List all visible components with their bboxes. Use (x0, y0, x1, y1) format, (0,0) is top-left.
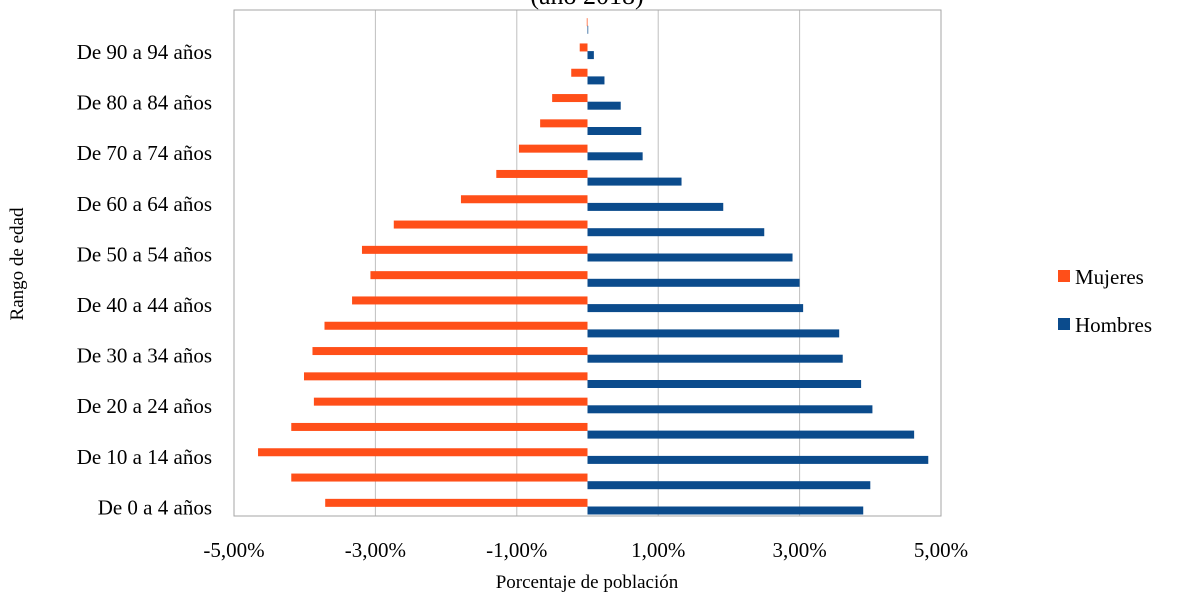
bar-hombres (587, 405, 873, 414)
bar-hombres (587, 76, 605, 85)
y-tick-label: De 0 a 4 años (98, 495, 212, 519)
bar-hombres (587, 152, 643, 161)
y-axis-tick-labels: De 0 a 4 años De 10 a 14 años De 20 a 24 a… (77, 40, 212, 519)
bar-mujeres (258, 448, 588, 457)
bar-mujeres (586, 18, 588, 27)
legend-label-mujeres: Mujeres (1075, 265, 1144, 289)
bar-mujeres (540, 119, 588, 128)
bar-mujeres (324, 321, 588, 330)
x-tick-label: -1,00% (486, 538, 547, 562)
bars-group (258, 18, 929, 515)
bar-mujeres (313, 397, 588, 406)
legend-swatch-mujeres (1058, 270, 1070, 282)
legend-label-hombres: Hombres (1075, 313, 1152, 337)
bar-hombres (587, 354, 843, 363)
bar-hombres (587, 253, 793, 262)
bar-hombres (587, 455, 929, 464)
bar-hombres (587, 304, 804, 313)
bar-hombres (587, 380, 862, 388)
x-tick-label: -3,00% (345, 538, 406, 562)
bar-mujeres (460, 195, 588, 204)
x-axis-title: Porcentaje de población (496, 572, 679, 593)
bar-mujeres (352, 296, 588, 305)
bar-mujeres (291, 473, 588, 482)
bar-hombres (587, 228, 765, 237)
bar-hombres (587, 506, 864, 515)
x-axis-tick-labels: -5,00% -3,00% -1,00% 1,00% 3,00% 5,00% (203, 538, 968, 562)
bar-hombres (587, 430, 915, 439)
y-tick-label: De 40 a 44 años (77, 293, 212, 317)
bar-hombres (587, 202, 724, 211)
y-tick-label: De 20 a 24 años (77, 394, 212, 418)
y-tick-label: De 70 a 74 años (77, 141, 212, 165)
bar-mujeres (579, 43, 588, 52)
y-tick-label: De 80 a 84 años (77, 91, 212, 115)
y-tick-label: De 30 a 34 años (77, 344, 212, 368)
bar-mujeres (393, 220, 588, 229)
bar-hombres (587, 101, 621, 110)
bar-hombres (587, 51, 594, 60)
legend-swatch-hombres (1058, 318, 1070, 330)
y-tick-label: De 90 a 94 años (77, 40, 212, 64)
y-tick-label: De 10 a 14 años (77, 445, 212, 469)
bar-mujeres (370, 271, 588, 280)
x-tick-label: 1,00% (631, 538, 685, 562)
y-axis-title: Rango de edad (7, 207, 28, 320)
bar-mujeres (291, 422, 588, 431)
x-tick-label: -5,00% (203, 538, 264, 562)
bar-mujeres (518, 144, 588, 153)
bar-hombres (587, 25, 589, 34)
bar-mujeres (552, 94, 588, 103)
bar-hombres (587, 329, 840, 338)
chart-title: (año 2018) (530, 0, 643, 10)
y-tick-label: De 50 a 54 años (77, 242, 212, 266)
bar-mujeres (312, 347, 588, 356)
grid-lines (233, 10, 942, 516)
x-tick-label: 3,00% (772, 538, 826, 562)
bar-hombres (587, 127, 642, 135)
bar-mujeres (303, 372, 588, 381)
bar-mujeres (571, 68, 588, 77)
legend: Mujeres Hombres (1058, 265, 1152, 337)
bar-mujeres (361, 245, 588, 254)
plot-area-frame (233, 9, 942, 517)
bar-mujeres (496, 169, 588, 178)
bar-hombres (587, 177, 682, 186)
y-tick-label: De 60 a 64 años (77, 192, 212, 216)
bar-hombres (587, 278, 800, 287)
bar-hombres (587, 481, 871, 490)
x-tick-label: 5,00% (914, 538, 968, 562)
bar-mujeres (325, 498, 588, 507)
